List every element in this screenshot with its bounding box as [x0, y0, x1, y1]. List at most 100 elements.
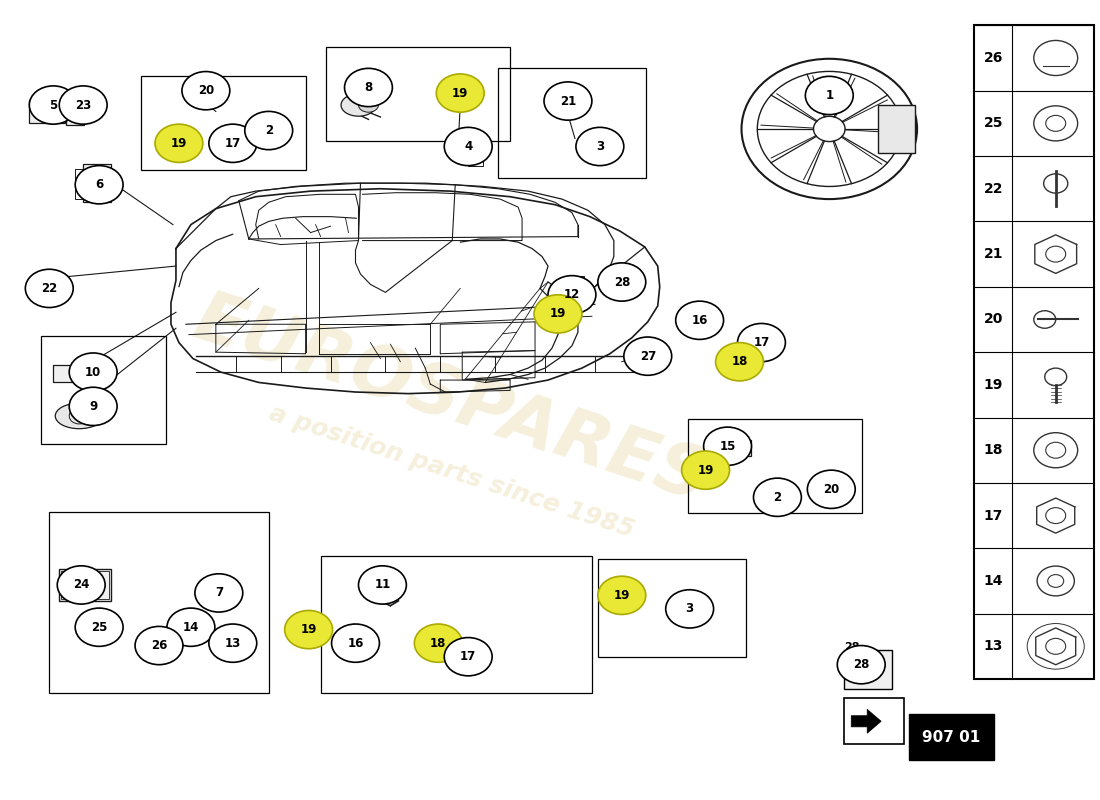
Text: 1: 1: [825, 89, 834, 102]
Circle shape: [57, 566, 106, 604]
Text: 18: 18: [983, 443, 1003, 458]
Bar: [909, 714, 994, 760]
Bar: [245, 124, 276, 138]
Text: 16: 16: [348, 637, 364, 650]
Bar: [590, 138, 615, 154]
Bar: [598, 559, 746, 657]
Circle shape: [167, 608, 214, 646]
Text: 17: 17: [754, 336, 770, 349]
Text: 28: 28: [845, 642, 860, 652]
Text: 4: 4: [464, 140, 472, 153]
Text: 3: 3: [596, 140, 604, 153]
Text: 23: 23: [75, 98, 91, 111]
Polygon shape: [851, 710, 881, 734]
Circle shape: [75, 608, 123, 646]
Circle shape: [534, 294, 582, 333]
Bar: [62, 99, 72, 119]
Text: 14: 14: [983, 574, 1003, 588]
Circle shape: [209, 624, 256, 662]
Circle shape: [666, 590, 714, 628]
Text: 19: 19: [452, 86, 469, 99]
Circle shape: [182, 71, 230, 110]
Text: 26: 26: [151, 639, 167, 652]
Circle shape: [155, 124, 202, 162]
Bar: [206, 582, 235, 606]
Circle shape: [716, 342, 763, 381]
Text: 14: 14: [183, 621, 199, 634]
Bar: [42, 336, 166, 444]
Circle shape: [344, 68, 393, 106]
Circle shape: [807, 470, 855, 509]
Bar: [320, 556, 592, 694]
Bar: [761, 490, 793, 506]
Circle shape: [598, 263, 646, 301]
Bar: [66, 93, 85, 125]
Text: 19: 19: [983, 378, 1003, 392]
Text: 19: 19: [614, 589, 630, 602]
Circle shape: [754, 478, 802, 516]
Text: 25: 25: [983, 116, 1003, 130]
Text: 907 01: 907 01: [922, 730, 980, 745]
Text: 19: 19: [697, 464, 714, 477]
Circle shape: [69, 387, 117, 426]
Text: 28: 28: [614, 275, 630, 289]
Circle shape: [359, 566, 406, 604]
Text: 18: 18: [430, 637, 447, 650]
Text: 17: 17: [224, 137, 241, 150]
Circle shape: [25, 270, 74, 307]
Circle shape: [69, 353, 117, 391]
Text: 13: 13: [224, 637, 241, 650]
Bar: [566, 294, 584, 302]
Bar: [688, 419, 862, 514]
Circle shape: [331, 624, 379, 662]
Ellipse shape: [341, 94, 376, 116]
Bar: [566, 286, 584, 293]
Ellipse shape: [359, 98, 378, 112]
Text: 20: 20: [198, 84, 214, 97]
Text: 25: 25: [91, 621, 108, 634]
Circle shape: [548, 276, 596, 314]
Circle shape: [75, 166, 123, 204]
Circle shape: [598, 576, 646, 614]
Bar: [469, 158, 483, 166]
Bar: [326, 47, 510, 141]
Text: 5: 5: [50, 98, 57, 111]
Bar: [630, 352, 658, 366]
Bar: [688, 310, 716, 328]
Bar: [459, 142, 483, 159]
Bar: [974, 26, 1093, 679]
Text: 3: 3: [685, 602, 694, 615]
Circle shape: [444, 638, 492, 676]
Text: 19: 19: [170, 137, 187, 150]
Text: 18: 18: [732, 355, 748, 368]
Bar: [719, 440, 751, 456]
Text: a position parts since 1985: a position parts since 1985: [266, 402, 637, 542]
Bar: [30, 100, 65, 122]
Bar: [30, 102, 65, 111]
Circle shape: [415, 624, 462, 662]
Text: 13: 13: [983, 639, 1003, 654]
Circle shape: [624, 337, 672, 375]
Bar: [498, 68, 646, 178]
Text: 6: 6: [95, 178, 103, 191]
Text: 20: 20: [823, 482, 839, 496]
Bar: [62, 570, 109, 599]
Bar: [878, 105, 915, 153]
Text: 17: 17: [460, 650, 476, 663]
Text: 24: 24: [73, 578, 89, 591]
Text: 9: 9: [89, 400, 97, 413]
Bar: [59, 569, 111, 601]
Text: 17: 17: [983, 509, 1003, 522]
Circle shape: [704, 427, 751, 466]
Text: EUROSPARES: EUROSPARES: [186, 284, 717, 516]
Text: 20: 20: [983, 313, 1003, 326]
Text: 2: 2: [773, 490, 781, 504]
Circle shape: [30, 86, 77, 124]
Bar: [566, 276, 584, 284]
Text: 21: 21: [983, 247, 1003, 261]
Bar: [223, 137, 241, 150]
Text: 19: 19: [300, 623, 317, 636]
Ellipse shape: [55, 403, 103, 429]
Bar: [84, 164, 111, 202]
Text: 22: 22: [983, 182, 1003, 196]
